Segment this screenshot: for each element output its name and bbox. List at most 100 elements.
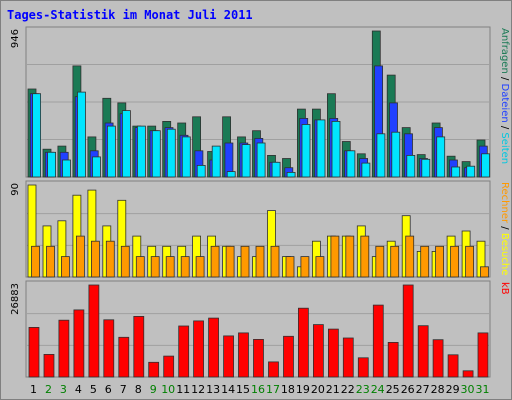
x-tick-label-6: 6	[105, 383, 112, 396]
bar-rechner-day-7	[120, 245, 130, 278]
bar-seiten-day-5	[92, 156, 101, 178]
legend-entry-hits-1: /	[499, 74, 510, 84]
bar-kb-day-6	[103, 319, 115, 378]
bar-seiten-day-20	[316, 119, 326, 178]
x-tick-label-10: 10	[161, 383, 175, 396]
bar-seiten-day-2	[47, 151, 56, 178]
x-tick-label-18: 18	[281, 383, 295, 396]
bar-rechner-day-15	[240, 245, 250, 278]
bar-kb-day-12	[193, 320, 204, 378]
bar-rechner-day-1	[31, 245, 40, 278]
bar-kb-day-8	[133, 315, 145, 378]
bar-seiten-day-31	[481, 153, 491, 178]
bar-kb-day-5	[88, 284, 100, 378]
bar-kb-day-14	[223, 335, 234, 378]
legend-entry-visits-2: Besuche	[499, 233, 510, 276]
bar-kb-day-2	[43, 353, 55, 378]
x-tick-label-28: 28	[431, 383, 445, 396]
legend-entry-hits-3: /	[499, 123, 510, 133]
bar-seiten-day-29	[451, 166, 461, 178]
bar-seiten-day-3	[62, 159, 71, 178]
bar-rechner-day-27	[420, 245, 430, 278]
bar-kb-day-1	[28, 326, 40, 378]
bar-kb-day-31	[477, 332, 489, 378]
x-tick-label-31: 31	[476, 383, 490, 396]
bar-kb-day-28	[432, 339, 444, 378]
bar-kb-day-9	[148, 361, 160, 378]
bar-rechner-day-29	[450, 245, 460, 278]
bar-kb-day-20	[312, 324, 324, 378]
x-tick-label-16: 16	[251, 383, 265, 396]
bar-kb-day-16	[253, 338, 264, 378]
bar-kb-day-4	[73, 309, 85, 378]
bar-kb-day-18	[283, 335, 294, 378]
x-tick-label-13: 13	[206, 383, 220, 396]
bar-kb-day-7	[118, 336, 130, 378]
x-tick-label-3: 3	[60, 383, 67, 396]
bar-rechner-day-23	[360, 235, 370, 278]
bar-kb-day-10	[163, 355, 175, 378]
x-tick-label-11: 11	[176, 383, 190, 396]
bar-seiten-day-16	[256, 142, 266, 178]
bar-kb-day-17	[268, 361, 279, 378]
ymax-label-visits: 90	[10, 183, 21, 196]
bar-seiten-day-25	[391, 131, 401, 178]
bar-seiten-day-4	[77, 91, 86, 178]
bar-kb-day-22	[342, 337, 354, 378]
bar-rechner-day-5	[91, 240, 100, 278]
bar-seiten-day-24	[376, 133, 386, 178]
bar-kb-day-15	[238, 332, 249, 378]
bar-rechner-day-26	[405, 235, 415, 278]
bar-seiten-day-12	[196, 164, 206, 178]
bar-rechner-day-11	[180, 256, 190, 278]
x-tick-label-26: 26	[401, 383, 415, 396]
bar-kb-day-11	[178, 325, 190, 378]
legend-kb: kB	[499, 282, 510, 295]
bar-rechner-day-13	[210, 245, 220, 278]
legend-visits: Rechner / Besuche	[499, 182, 510, 275]
legend-entry-hits-0: Anfragen	[499, 28, 510, 74]
bar-seiten-day-7	[122, 110, 131, 178]
x-tick-label-12: 12	[191, 383, 205, 396]
bar-rechner-day-8	[135, 256, 145, 278]
bar-kb-day-25	[387, 341, 399, 378]
ymax-label-kb: 26883	[10, 283, 21, 315]
legend-hits: Anfragen / Dateien / Seiten	[499, 28, 510, 164]
x-tick-label-14: 14	[221, 383, 235, 396]
chart-title: Tages-Statistik im Monat Juli 2011	[7, 8, 253, 22]
bar-rechner-day-18	[285, 256, 295, 278]
bar-rechner-day-28	[435, 245, 445, 278]
legend-entry-visits-1: /	[499, 223, 510, 233]
x-tick-label-27: 27	[416, 383, 430, 396]
bar-kb-day-13	[208, 317, 219, 378]
bar-kb-day-27	[417, 325, 429, 378]
bar-seiten-day-8	[136, 125, 146, 178]
bar-seiten-day-30	[466, 165, 476, 178]
legend-entry-kb-0: kB	[499, 282, 510, 295]
x-tick-label-23: 23	[356, 383, 370, 396]
bar-seiten-day-28	[436, 136, 446, 178]
bar-rechner-day-25	[390, 245, 400, 278]
bar-seiten-day-11	[181, 136, 191, 178]
x-tick-label-2: 2	[45, 383, 52, 396]
bar-rechner-day-21	[330, 235, 340, 278]
bar-seiten-day-22	[346, 150, 356, 178]
bar-rechner-day-24	[375, 245, 385, 278]
bar-rechner-day-10	[165, 256, 175, 278]
legend-entry-hits-2: Dateien	[499, 84, 510, 123]
x-tick-label-22: 22	[341, 383, 355, 396]
bar-rechner-day-6	[105, 240, 115, 278]
bar-seiten-day-6	[107, 125, 116, 178]
x-tick-label-8: 8	[135, 383, 142, 396]
bar-rechner-day-17	[270, 245, 280, 278]
bar-kb-day-19	[297, 307, 309, 378]
bar-seiten-day-9	[151, 130, 161, 178]
x-tick-label-19: 19	[296, 383, 310, 396]
x-tick-label-21: 21	[326, 383, 340, 396]
bar-seiten-day-1	[32, 93, 41, 178]
bar-seiten-day-21	[331, 121, 341, 178]
bar-rechner-day-22	[345, 235, 355, 278]
bar-kb-day-26	[402, 284, 414, 378]
bar-rechner-day-20	[315, 256, 325, 278]
